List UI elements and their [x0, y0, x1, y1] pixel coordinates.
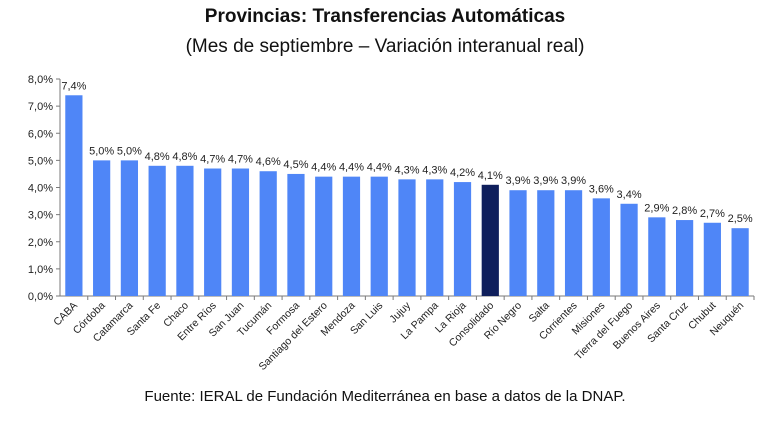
- bar-salta: [537, 190, 555, 296]
- bar-entre-ríos: [204, 168, 222, 296]
- bar-consolidado: [481, 184, 499, 296]
- data-label: 3,6%: [589, 183, 614, 195]
- source-note: Fuente: IERAL de Fundación Mediterránea …: [144, 388, 626, 405]
- bar-córdoba: [93, 160, 111, 296]
- data-label: 3,9%: [533, 175, 558, 187]
- data-label: 3,9%: [561, 175, 586, 187]
- bar-jujuy: [398, 179, 416, 296]
- y-tick-label: 4,0%: [28, 183, 53, 195]
- bar-san-luis: [370, 176, 388, 296]
- data-label: 4,7%: [200, 154, 225, 166]
- bar-chubut: [703, 222, 721, 296]
- data-label: 4,6%: [256, 156, 281, 168]
- bar-neuquén: [731, 228, 749, 296]
- data-label: 5,0%: [117, 145, 142, 157]
- data-label: 4,4%: [311, 162, 336, 174]
- bar-la-rioja: [453, 182, 472, 296]
- chart-title: Provincias: Transferencias Automáticas: [204, 6, 566, 27]
- bar-tierra-del-fuego: [620, 203, 638, 296]
- y-tick-label: 8,0%: [28, 74, 53, 86]
- data-label: 4,5%: [283, 159, 308, 171]
- bar-la-pampa: [426, 179, 444, 296]
- y-tick-label: 5,0%: [28, 155, 53, 167]
- bar-misiones: [592, 198, 610, 296]
- bar-caba: [65, 95, 83, 297]
- data-label: 3,4%: [617, 189, 642, 201]
- data-label: 4,7%: [228, 154, 253, 166]
- data-label: 4,1%: [478, 170, 503, 182]
- bar-santa-fe: [148, 165, 166, 296]
- data-label: 3,9%: [506, 175, 531, 187]
- bar-mendoza: [342, 176, 361, 296]
- data-label: 5,0%: [89, 145, 114, 157]
- chart-subtitle: (Mes de septiembre – Variación interanua…: [185, 36, 585, 57]
- y-tick-label: 7,0%: [28, 101, 53, 113]
- y-tick-label: 1,0%: [28, 264, 53, 276]
- bar-río-negro: [509, 190, 527, 296]
- bar-chaco: [176, 165, 194, 296]
- data-label: 2,5%: [728, 213, 753, 225]
- data-label: 4,3%: [422, 164, 447, 176]
- bar-santiago-del-estero: [315, 176, 333, 296]
- data-label: 2,9%: [644, 202, 669, 214]
- bar-catamarca: [120, 160, 139, 296]
- bar-corrientes: [564, 190, 583, 296]
- bar-san-juan: [231, 168, 250, 296]
- data-label: 2,8%: [672, 205, 697, 217]
- y-tick-label: 0,0%: [28, 291, 53, 303]
- data-label: 4,4%: [367, 162, 392, 174]
- bar-formosa: [287, 173, 305, 296]
- y-tick-label: 6,0%: [28, 128, 53, 140]
- data-label: 7,4%: [61, 80, 86, 92]
- bar-tucumán: [259, 171, 277, 296]
- data-label: 4,4%: [339, 162, 364, 174]
- data-label: 4,2%: [450, 167, 475, 179]
- bar-chart: 0,0% 1,0% 2,0% 3,0% 4,0% 5,0% 6,0% 7,0% 8,0% 7,4%…: [28, 74, 755, 373]
- data-label: 2,7%: [700, 208, 725, 220]
- y-tick-label: 2,0%: [28, 237, 53, 249]
- y-tick-label: 3,0%: [28, 210, 53, 222]
- data-label: 4,8%: [145, 151, 170, 163]
- data-label: 4,8%: [172, 151, 197, 163]
- bar-buenos-aires: [648, 217, 666, 296]
- category-label: Salta: [527, 300, 553, 326]
- bar-santa-cruz: [675, 220, 694, 296]
- data-label: 4,3%: [394, 164, 419, 176]
